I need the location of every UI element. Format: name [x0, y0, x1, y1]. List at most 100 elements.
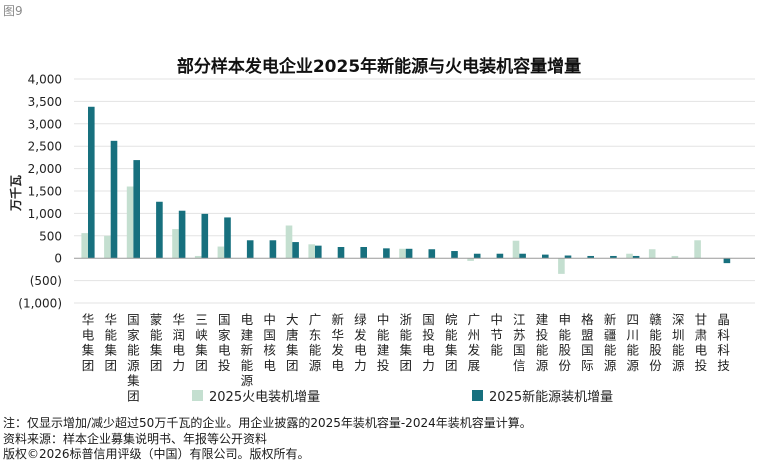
legend-swatch-thermal	[192, 390, 203, 401]
bar-new-energy	[269, 240, 277, 259]
bar-new-energy	[564, 255, 572, 259]
bar-thermal	[126, 186, 134, 259]
x-tick-label: 建投能源	[536, 312, 549, 373]
bar-new-energy	[519, 253, 526, 259]
bar-new-energy	[473, 253, 481, 259]
x-tick-label: 格盟国际	[581, 312, 594, 373]
y-tick-label: 4,000	[28, 73, 62, 87]
legend-label-thermal: 2025火电装机增量	[209, 390, 321, 405]
bar-thermal	[399, 248, 406, 259]
legend: 2025火电装机增量 2025新能源装机增量	[0, 386, 758, 406]
y-tick-label: 1,000	[28, 207, 62, 221]
bar-thermal	[308, 244, 315, 259]
bar-new-energy	[246, 240, 254, 259]
x-tick-label: 晶科科技	[717, 312, 730, 373]
x-axis-labels: 华电集团华能集团国家能源集团蒙能集团华润电力三峡集团国家电投电建新能源中国核电大…	[82, 312, 731, 404]
y-tick-label: 3,000	[28, 117, 62, 131]
bar-thermal	[467, 258, 474, 261]
bar-new-energy	[610, 255, 617, 259]
legend-label-new-energy: 2025新能源装机增量	[489, 390, 614, 405]
x-tick-label: 甘肃电投	[695, 312, 708, 373]
bar-thermal	[172, 229, 179, 259]
bar-new-energy	[178, 210, 186, 259]
bar-thermal	[217, 246, 225, 259]
bar-thermal	[558, 258, 565, 274]
x-tick-label: 广东能源	[309, 312, 322, 373]
x-tick-label: 蒙能集团	[150, 312, 163, 373]
legend-item-thermal: 2025火电装机增量	[192, 386, 320, 405]
bar-new-energy	[723, 258, 731, 264]
bar-new-energy	[315, 245, 322, 259]
bar-thermal	[648, 249, 656, 259]
bar-new-energy	[360, 247, 367, 259]
x-tick-label: 绿发电力	[354, 312, 367, 373]
footnote-note: 注：仅显示增加/减少超过50万千瓦的企业。用企业披露的2025年装机容量-202…	[3, 416, 532, 430]
x-tick-label: 新华发电	[331, 312, 344, 373]
legend-swatch-new-energy	[472, 390, 483, 401]
x-tick-label: 国投电力	[422, 312, 435, 373]
y-tick-label: 2,500	[28, 140, 62, 154]
bar-new-energy	[224, 217, 231, 259]
bar-new-energy	[405, 248, 413, 259]
y-tick-label: 3,500	[28, 95, 62, 109]
bar-new-energy	[201, 213, 209, 259]
x-tick-label: 新疆能源	[604, 312, 617, 373]
legend-item-new-energy: 2025新能源装机增量	[472, 386, 613, 405]
chart-title: 部分样本发电企业2025年新能源与火电装机容量增量	[176, 57, 582, 77]
bar-new-energy	[542, 254, 549, 259]
x-tick-label: 华润电力	[173, 312, 186, 373]
y-gridlines	[74, 78, 755, 304]
y-tick-label: 500	[39, 229, 62, 243]
bar-new-energy	[88, 106, 95, 259]
x-tick-label: 浙能集团	[400, 312, 413, 373]
x-tick-label: 江苏国信	[513, 312, 526, 373]
x-tick-label: 国家能源集团	[127, 312, 140, 404]
y-tick-label: 0	[54, 252, 62, 266]
bar-new-energy	[337, 247, 345, 259]
bar-thermal	[104, 235, 111, 259]
bar-new-energy	[156, 201, 163, 259]
bar-thermal	[285, 225, 293, 259]
bar-new-energy	[133, 160, 140, 259]
x-tick-label: 深圳能源	[672, 312, 685, 373]
y-tick-label: (1,000)	[18, 297, 62, 311]
x-tick-label: 广州发展	[468, 312, 481, 373]
bar-thermal	[694, 240, 701, 259]
bar-new-energy	[632, 255, 640, 259]
bar-thermal	[671, 255, 679, 259]
x-tick-label: 三峡集团	[195, 312, 208, 373]
bar-thermal	[194, 255, 202, 259]
bars	[81, 106, 731, 274]
bar-new-energy	[496, 253, 504, 259]
y-axis-label: 万千瓦	[8, 175, 23, 212]
x-tick-label: 中能建投	[377, 312, 390, 373]
x-tick-label: 大唐集团	[286, 312, 299, 373]
x-tick-label: 电建新能源	[241, 312, 254, 388]
x-tick-label: 中节能	[490, 312, 503, 358]
x-tick-label: 四川能源	[627, 312, 640, 373]
figure-label: 图9	[3, 4, 23, 18]
bar-new-energy	[110, 140, 118, 259]
x-tick-label: 申能股份	[558, 312, 571, 373]
y-tick-label: (500)	[30, 274, 62, 288]
x-tick-label: 皖能集团	[445, 312, 458, 373]
x-tick-label: 华能集团	[104, 312, 117, 373]
bar-new-energy	[383, 248, 390, 259]
x-tick-label: 华电集团	[82, 312, 95, 373]
footnote-source: 资料来源：样本企业募集说明书、年报等公开资料	[3, 431, 268, 446]
bar-thermal	[626, 253, 633, 259]
bar-thermal	[81, 233, 88, 259]
y-tick-label: 1,500	[28, 185, 62, 199]
footnotes: 注：仅显示增加/减少超过50万千瓦的企业。用企业披露的2025年装机容量-202…	[3, 416, 532, 463]
bar-new-energy	[292, 242, 299, 259]
bar-thermal	[512, 240, 520, 259]
x-tick-label: 赣能股份	[649, 312, 662, 373]
footnote-copyright: 版权©2026标普信用评级（中国）有限公司。版权所有。	[3, 447, 310, 461]
y-tick-label: 2,000	[28, 162, 62, 176]
bar-new-energy	[451, 251, 458, 259]
bar-new-energy	[428, 249, 436, 259]
x-tick-label: 中国核电	[263, 312, 276, 373]
bar-new-energy	[587, 255, 594, 259]
y-axis-ticks: (1,000) (500) 0 500 1,000 1,500 2,000 2,500 3,00…	[18, 73, 62, 311]
